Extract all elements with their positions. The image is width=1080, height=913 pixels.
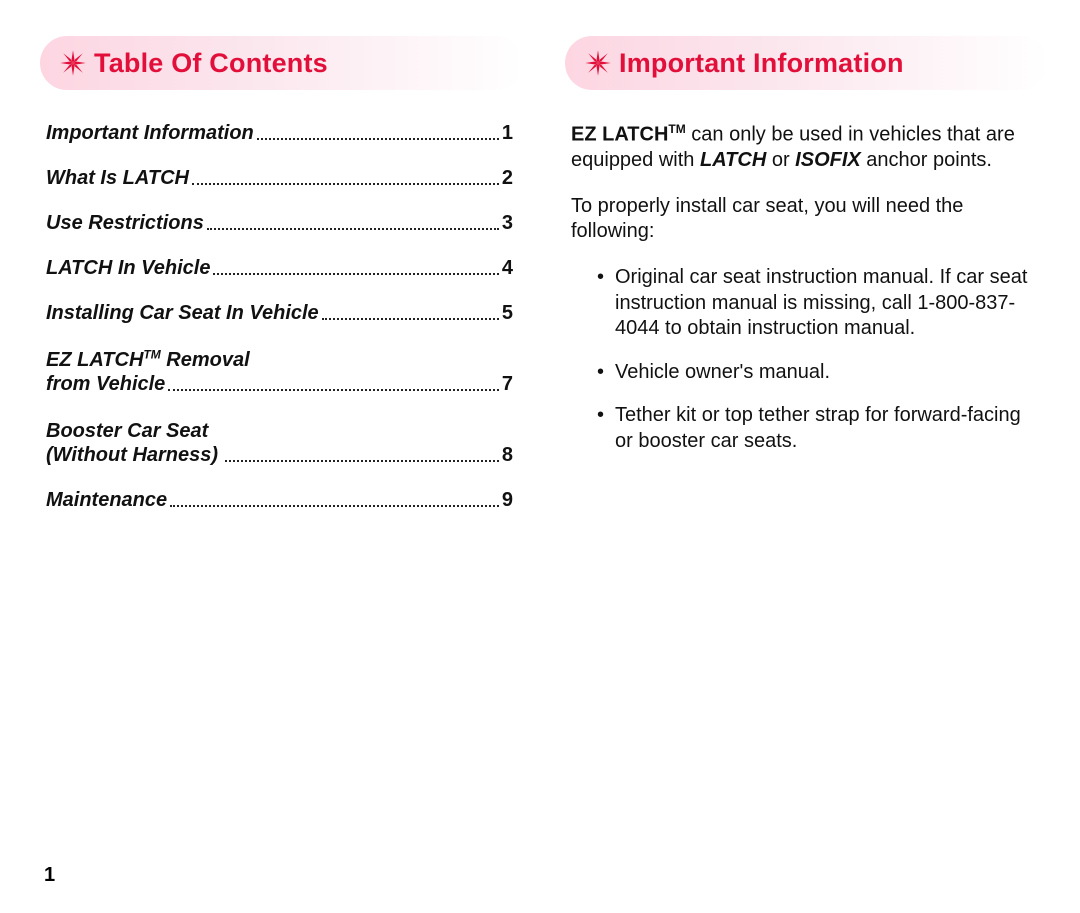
toc-leader bbox=[192, 183, 499, 185]
toc-page: 1 bbox=[502, 122, 513, 145]
info-para-2: To properly install car seat, you will n… bbox=[571, 194, 1038, 245]
toc-leader bbox=[168, 389, 499, 391]
toc-entry: Installing Car Seat In Vehicle 5 bbox=[46, 302, 513, 325]
toc-entry: What Is LATCH 2 bbox=[46, 167, 513, 190]
toc-header: Table Of Contents bbox=[40, 36, 523, 90]
info-para-1: EZ LATCHTM can only be used in vehicles … bbox=[571, 122, 1038, 174]
toc-label: LATCH In Vehicle bbox=[46, 257, 210, 280]
toc-label: Installing Car Seat In Vehicle bbox=[46, 302, 319, 325]
page-number: 1 bbox=[44, 864, 55, 887]
toc-label: Important Information bbox=[46, 122, 254, 145]
info-bullet: Tether kit or top tether strap for forwa… bbox=[597, 403, 1038, 454]
toc-entry: Important Information 1 bbox=[46, 122, 513, 145]
toc-label-line1: EZ LATCHTM Removal bbox=[46, 347, 513, 373]
toc-entry: Booster Car Seat (Without Harness) 8 bbox=[46, 418, 513, 467]
toc-leader bbox=[225, 460, 499, 462]
info-bullet: Vehicle owner's manual. bbox=[597, 360, 1038, 386]
toc-entry: Use Restrictions 3 bbox=[46, 212, 513, 235]
info-bullet-list: Original car seat instruction manual. If… bbox=[571, 265, 1038, 455]
toc-title: Table Of Contents bbox=[94, 48, 328, 79]
toc-leader bbox=[213, 273, 498, 275]
asterisk-star-icon bbox=[583, 48, 613, 78]
toc-label-line2: from Vehicle bbox=[46, 373, 165, 396]
right-column: Important Information EZ LATCHTM can onl… bbox=[557, 36, 1048, 893]
toc-entry: LATCH In Vehicle 4 bbox=[46, 257, 513, 280]
page: Table Of Contents Important Information … bbox=[0, 0, 1080, 913]
info-body: EZ LATCHTM can only be used in vehicles … bbox=[565, 122, 1048, 473]
toc-leader bbox=[322, 318, 499, 320]
info-title: Important Information bbox=[619, 48, 904, 79]
toc-label-line1: Booster Car Seat bbox=[46, 418, 513, 444]
toc-list: Important Information 1 What Is LATCH 2 … bbox=[40, 122, 523, 534]
left-column: Table Of Contents Important Information … bbox=[40, 36, 557, 893]
info-header: Important Information bbox=[565, 36, 1048, 90]
toc-label: Use Restrictions bbox=[46, 212, 204, 235]
toc-page: 5 bbox=[502, 302, 513, 325]
toc-entry: EZ LATCHTM Removal from Vehicle 7 bbox=[46, 347, 513, 396]
toc-label: What Is LATCH bbox=[46, 167, 189, 190]
toc-page: 4 bbox=[502, 257, 513, 280]
toc-page: 8 bbox=[502, 444, 513, 467]
toc-page: 2 bbox=[502, 167, 513, 190]
toc-page: 9 bbox=[502, 489, 513, 512]
toc-leader bbox=[170, 505, 499, 507]
toc-label: Maintenance bbox=[46, 489, 167, 512]
asterisk-star-icon bbox=[58, 48, 88, 78]
toc-page: 3 bbox=[502, 212, 513, 235]
toc-leader bbox=[257, 138, 499, 140]
toc-leader bbox=[207, 228, 499, 230]
info-bullet: Original car seat instruction manual. If… bbox=[597, 265, 1038, 342]
toc-entry: Maintenance 9 bbox=[46, 489, 513, 512]
toc-label-line2: (Without Harness) bbox=[46, 444, 218, 467]
toc-page: 7 bbox=[502, 373, 513, 396]
